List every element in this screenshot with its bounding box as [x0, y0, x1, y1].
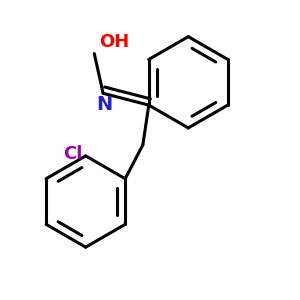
Text: N: N	[97, 95, 113, 114]
Text: Cl: Cl	[63, 146, 83, 164]
Text: OH: OH	[99, 33, 129, 51]
